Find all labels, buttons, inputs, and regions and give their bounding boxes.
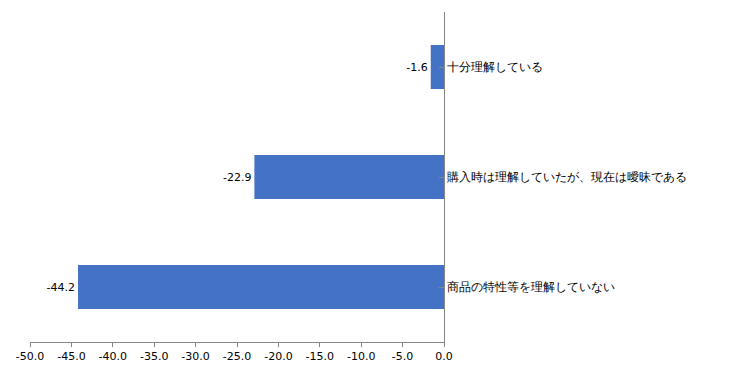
svg-text:-40.0: -40.0: [99, 350, 127, 363]
svg-text:-10.0: -10.0: [347, 350, 375, 363]
svg-text:商品の特性等を理解していない: 商品の特性等を理解していない: [447, 280, 615, 294]
svg-text:-35.0: -35.0: [140, 350, 168, 363]
svg-text:-22.9: -22.9: [223, 171, 251, 184]
svg-text:-44.2: -44.2: [47, 281, 75, 294]
svg-text:-25.0: -25.0: [223, 350, 251, 363]
svg-text:-45.0: -45.0: [57, 350, 85, 363]
svg-text:-5.0: -5.0: [392, 350, 413, 363]
svg-text:-30.0: -30.0: [181, 350, 209, 363]
svg-text:0.0: 0.0: [435, 350, 453, 363]
svg-text:-15.0: -15.0: [306, 350, 334, 363]
svg-text:購入時は理解していたが、現在は曖昧である: 購入時は理解していたが、現在は曖昧である: [447, 170, 687, 184]
svg-text:-50.0: -50.0: [16, 350, 44, 363]
svg-text:-1.6: -1.6: [406, 61, 427, 74]
svg-text:-20.0: -20.0: [264, 350, 292, 363]
svg-text:十分理解している: 十分理解している: [447, 60, 543, 74]
